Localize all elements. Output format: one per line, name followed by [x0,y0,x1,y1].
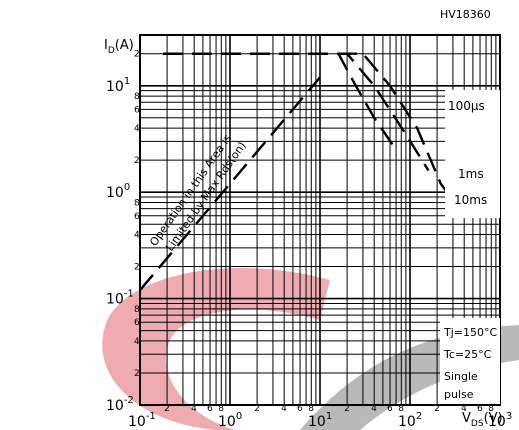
y-minor-tick-label: 2 [134,369,140,379]
x-minor-tick-label: 8 [398,404,404,414]
label-1ms: 1ms [458,167,484,181]
x-minor-tick-label: 8 [218,404,224,414]
condition-pulse: pulse [444,388,474,401]
region-labels-box [445,90,500,218]
x-minor-tick-label: 8 [308,404,314,414]
y-minor-tick-label: 4 [134,124,140,134]
y-tick-label: 101 [106,76,130,95]
x-minor-tick-label: 6 [387,404,393,414]
y-tick-label: 10-1 [106,289,134,308]
y-tick-label: 10-2 [106,395,134,414]
y-minor-tick-label: 6 [134,318,140,328]
x-tick-label: 102 [398,411,422,430]
conditions-box [440,318,500,404]
y-minor-tick-label: 2 [134,50,140,60]
plot-frame [139,34,501,406]
x-tick-label: 103 [488,411,512,430]
x-minor-tick-label: 8 [488,404,494,414]
x-minor-tick-label: 6 [297,404,303,414]
y-minor-tick-label: 8 [134,92,140,102]
x-minor-tick-label: 4 [461,404,467,414]
condition-single: Single [444,370,478,383]
series-line-3 [163,52,466,217]
y-minor-tick-label: 2 [134,156,140,166]
y-minor-tick-label: 4 [134,337,140,347]
label-100us: 100µs [448,99,485,113]
x-minor-tick-label: 4 [281,404,287,414]
x-minor-tick-label: 6 [207,404,213,414]
y-minor-tick-label: 8 [134,198,140,208]
x-minor-tick-label: 6 [477,404,483,414]
label-10ms: 10ms [454,193,487,207]
x-minor-tick-label: 4 [191,404,197,414]
series-line-0 [139,76,321,291]
x-minor-tick-label: 4 [371,404,377,414]
y-minor-tick-label: 6 [134,105,140,115]
y-minor-tick-label: 8 [134,305,140,315]
y-minor-tick-label: 6 [134,212,140,222]
x-minor-tick-label: 2 [164,404,170,414]
x-tick-label: 100 [218,411,242,430]
condition-tc: Tc=25°C [443,348,492,361]
part-number: HV18360 [440,8,491,21]
x-minor-tick-label: 2 [344,404,350,414]
x-minor-tick-label: 2 [434,404,440,414]
y-tick-label: 100 [106,182,130,201]
x-tick-label: 10-1 [128,411,156,430]
condition-tj: Tj=150°C [443,326,497,339]
x-tick-label: 101 [308,411,332,430]
series-layer [139,52,466,291]
y-minor-tick-label: 4 [134,231,140,241]
x-minor-tick-label: 2 [254,404,260,414]
y-minor-tick-label: 2 [134,263,140,273]
